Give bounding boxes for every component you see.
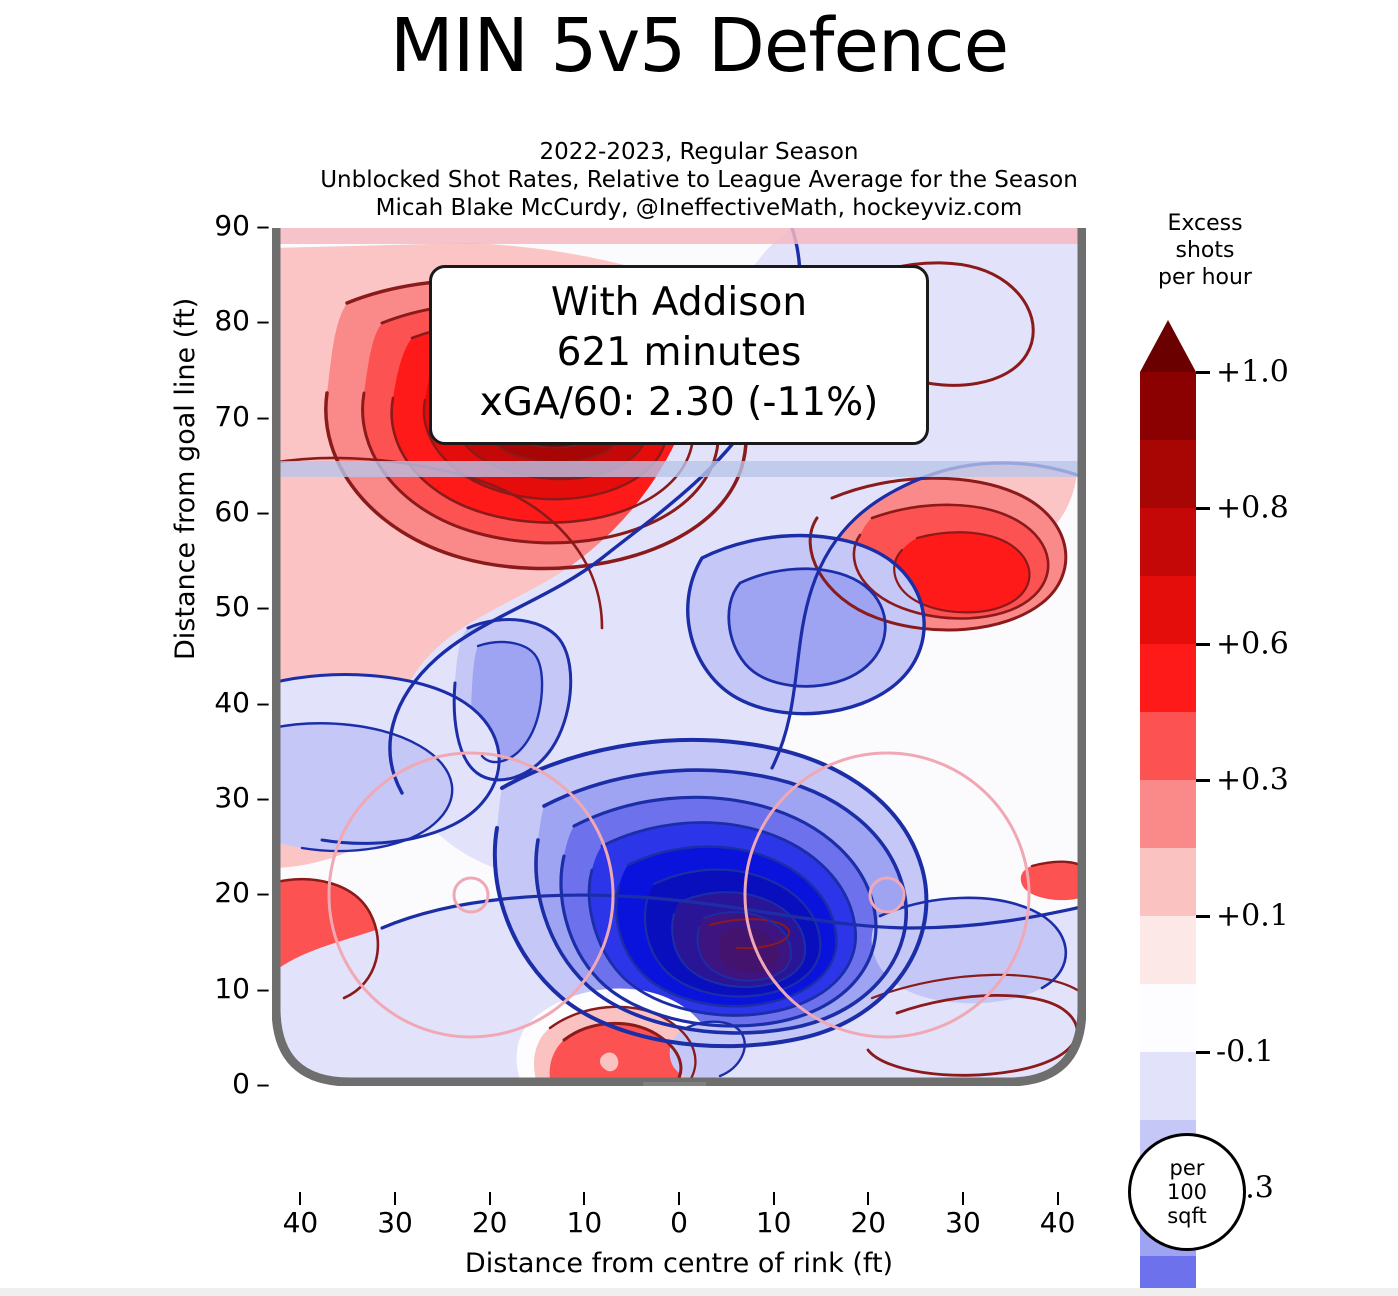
x-tick-label: 30 <box>945 1206 981 1239</box>
y-tick-mark: – <box>256 971 270 1005</box>
colorbar-tick-mark <box>1196 643 1210 646</box>
colorbar-segment <box>1140 508 1196 576</box>
x-tick-mark <box>961 1192 964 1205</box>
page-title: MIN 5v5 Defence <box>389 3 1009 89</box>
colorbar-tick-label: +0.8 <box>1216 490 1289 526</box>
bottom-bar <box>0 1288 1398 1296</box>
goal-net <box>643 1082 706 1086</box>
x-tick-mark <box>772 1192 775 1205</box>
y-tick-mark: – <box>256 495 270 528</box>
x-tick-label: 30 <box>377 1206 413 1239</box>
y-tick-label: 70 <box>214 399 250 433</box>
y-tick-label: 40 <box>214 685 250 719</box>
y-tick-mark: – <box>256 685 270 719</box>
colorbar-tick-label: +0.1 <box>1216 898 1289 934</box>
subtitle-credit: Micah Blake McCurdy, @IneffectiveMath, h… <box>375 195 1023 221</box>
colorbar-tick-mark <box>1196 507 1210 510</box>
info-minutes: 621 minutes <box>556 330 802 375</box>
y-tick-mark: – <box>256 399 270 433</box>
colorbar-title-line-3: per hour <box>1158 265 1252 290</box>
y-tick-label: 60 <box>214 495 250 528</box>
colorbar-segment <box>1140 984 1196 1052</box>
blue-line <box>272 461 1086 477</box>
y-axis-label: Distance from goal line (ft) <box>170 297 201 660</box>
area-unit-line-1: per <box>1169 1156 1205 1180</box>
colorbar-segment <box>1140 848 1196 916</box>
x-tick-label: 20 <box>850 1206 887 1239</box>
info-xga: xGA/60: 2.30 (-11%) <box>479 380 879 425</box>
subtitle-season: 2022-2023, Regular Season <box>539 139 859 165</box>
player-info-box: With Addison 621 minutes xGA/60: 2.30 (-… <box>429 265 929 445</box>
colorbar-tick-label: +0.6 <box>1216 626 1289 662</box>
colorbar-title-line-1: Excess <box>1167 211 1243 236</box>
y-tick-mark: – <box>256 209 270 242</box>
y-tick-mark: – <box>256 590 270 624</box>
colorbar-tick-label: -0.1 <box>1216 1034 1274 1070</box>
colorbar-segment <box>1140 712 1196 780</box>
faceoff-dot-right <box>868 876 906 914</box>
colorbar-tick-label: +1.0 <box>1216 354 1289 390</box>
colorbar-segment <box>1140 1052 1196 1120</box>
area-unit-line-3: sqft <box>1167 1204 1207 1228</box>
x-tick-mark <box>488 1192 491 1205</box>
area-unit-line-2: 100 <box>1166 1180 1208 1204</box>
faceoff-circle-left <box>327 751 615 1039</box>
x-tick-mark <box>867 1192 870 1205</box>
subtitle-block: 2022-2023, Regular Season Unblocked Shot… <box>0 138 1398 222</box>
colorbar-title: Excess shots per hour <box>1130 210 1280 291</box>
x-tick-mark <box>299 1192 302 1205</box>
y-tick-label: 90 <box>214 209 250 242</box>
y-tick-mark: – <box>256 781 270 814</box>
colorbar-segment <box>1140 440 1196 508</box>
info-player-name: With Addison <box>550 280 808 325</box>
y-tick-label: 50 <box>214 590 250 624</box>
area-unit-badge: per 100 sqft <box>1128 1133 1246 1251</box>
colorbar-title-line-2: shots <box>1175 238 1235 263</box>
y-tick-label: 80 <box>214 304 250 338</box>
x-tick-mark <box>1056 1192 1059 1205</box>
subtitle-metric: Unblocked Shot Rates, Relative to League… <box>320 167 1078 193</box>
faceoff-dot-left <box>452 876 490 914</box>
x-tick-label: 40 <box>1039 1206 1076 1239</box>
x-tick-label: 40 <box>282 1206 319 1239</box>
colorbar-segment <box>1140 780 1196 848</box>
x-tick-mark <box>394 1192 397 1205</box>
colorbar-top-arrow <box>1140 320 1196 372</box>
x-tick-mark <box>583 1192 586 1205</box>
x-tick-mark <box>678 1192 680 1205</box>
colorbar-tick-mark <box>1196 779 1210 782</box>
x-tick-label: 10 <box>755 1206 792 1239</box>
colorbar-tick-mark <box>1196 371 1210 374</box>
colorbar-tick-mark <box>1196 1051 1210 1054</box>
y-tick-mark: – <box>256 876 270 910</box>
x-tick-label: 10 <box>566 1206 603 1239</box>
colorbar-tick-mark <box>1196 915 1210 918</box>
y-tick-label: 0 <box>232 1067 250 1100</box>
colorbar-segment <box>1140 576 1196 644</box>
faceoff-circle-right <box>743 751 1031 1039</box>
y-tick-label: 20 <box>214 876 250 910</box>
y-tick-label: 10 <box>214 971 250 1005</box>
x-tick-label: 20 <box>471 1206 508 1239</box>
colorbar: Excess shots per hour +1.0 +0.8 +0.6 +0.3 +0… <box>1120 210 1390 1296</box>
y-tick-mark: – <box>256 1067 270 1100</box>
colorbar-segment <box>1140 372 1196 440</box>
centre-red-line <box>272 228 1086 244</box>
y-tick-label: 30 <box>214 781 250 814</box>
x-axis-label: Distance from centre of rink (ft) <box>464 1248 894 1279</box>
x-tick-label: 0 <box>670 1206 688 1239</box>
colorbar-segment <box>1140 916 1196 984</box>
y-tick-mark: – <box>256 304 270 338</box>
colorbar-segment <box>1140 644 1196 712</box>
colorbar-tick-label: +0.3 <box>1216 762 1289 798</box>
